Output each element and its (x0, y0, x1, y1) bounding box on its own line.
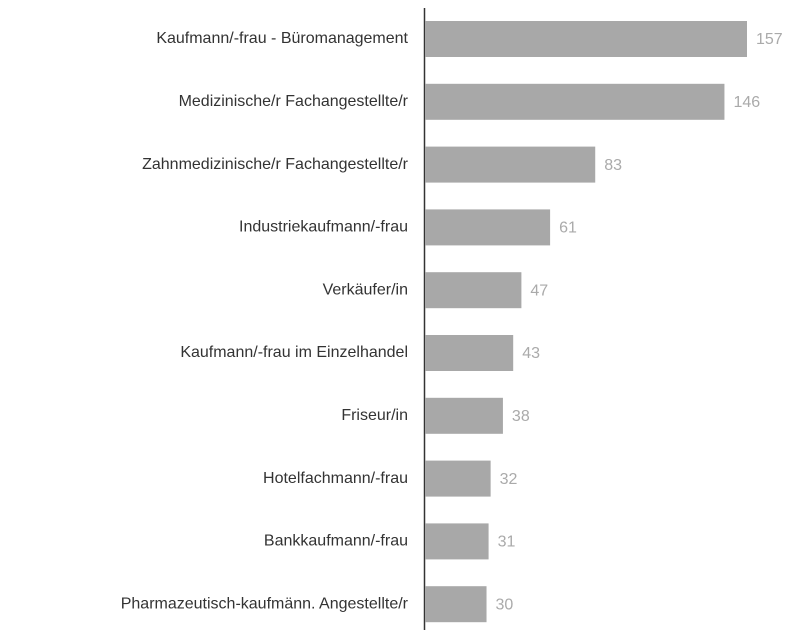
bar (425, 397, 503, 434)
value-label: 38 (512, 408, 530, 425)
category-label: Industriekaufmann/-frau (239, 219, 408, 236)
category-label: Bankkaufmann/-frau (264, 533, 408, 550)
category-label: Pharmazeutisch-kaufmänn. Angestellte/r (121, 595, 409, 612)
bar (425, 523, 489, 560)
bar (425, 272, 522, 309)
bar (425, 460, 491, 497)
bar (425, 586, 487, 623)
bar (425, 21, 747, 57)
category-label: Kaufmann/-frau - Büromanagement (156, 30, 408, 47)
bar (425, 83, 725, 120)
value-label: 83 (604, 157, 622, 174)
bar (425, 335, 514, 371)
bar (425, 146, 596, 183)
value-label: 30 (496, 596, 514, 613)
value-label: 61 (559, 220, 577, 237)
value-label: 157 (756, 31, 783, 48)
category-label: Kaufmann/-frau im Einzelhandel (180, 344, 408, 361)
category-label: Friseur/in (341, 407, 408, 424)
value-label: 47 (530, 282, 548, 299)
category-label: Hotelfachmann/-frau (263, 470, 408, 487)
category-label: Medizinische/r Fachangestellte/r (179, 93, 409, 110)
bar (425, 209, 551, 246)
value-label: 32 (500, 471, 518, 488)
category-label: Zahnmedizinische/r Fachangestellte/r (142, 156, 409, 173)
value-label: 31 (498, 534, 516, 551)
value-label: 146 (733, 94, 760, 111)
value-label: 43 (522, 345, 540, 362)
category-label: Verkäufer/in (323, 281, 408, 298)
